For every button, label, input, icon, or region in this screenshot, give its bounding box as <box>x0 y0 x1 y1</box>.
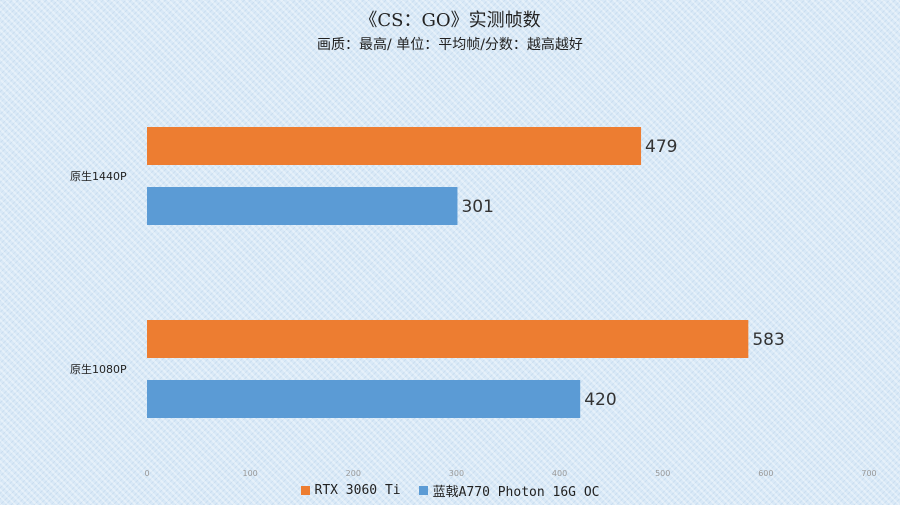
x-tick-label-3: 200 <box>346 469 361 478</box>
legend-label-series-2: 蓝戟A770 Photon 16G OC <box>432 485 600 500</box>
x-tick-label-5: 400 <box>552 469 567 478</box>
x-tick-label-7: 600 <box>758 469 773 478</box>
bar-series-2-category-2 <box>147 380 581 418</box>
category-label-1: 原生1440P <box>70 169 127 183</box>
legend-swatch-series-1 <box>300 486 310 495</box>
data-label-series-1-category-2: 583 <box>752 330 784 350</box>
category-label-2: 原生1080P <box>70 362 127 376</box>
data-label-series-2-category-1: 301 <box>461 197 493 217</box>
legend-item-series-1: RTX 3060 Ti <box>300 481 401 500</box>
legend: RTX 3060 Ti 蓝戟A770 Photon 16G OC <box>0 481 900 500</box>
bar-series-1-category-1 <box>147 127 642 165</box>
data-label-series-1-category-1: 479 <box>645 137 677 157</box>
legend-swatch-series-2 <box>418 486 428 495</box>
bar-series-2-category-1 <box>147 187 458 225</box>
legend-item-series-2: 蓝戟A770 Photon 16G OC <box>418 481 600 500</box>
chart-title: 《CS：GO》实测帧数 <box>359 10 541 31</box>
chart-subtitle: 画质：最高/ 单位：平均帧/分数：越高越好 <box>317 37 583 53</box>
x-tick-label-1: 0 <box>144 469 149 478</box>
data-label-series-2-category-2: 420 <box>584 390 616 410</box>
x-tick-label-6: 500 <box>655 469 670 478</box>
bar-series-1-category-2 <box>147 320 749 358</box>
legend-label-series-1: RTX 3060 Ti <box>314 483 401 498</box>
x-tick-label-4: 300 <box>449 469 464 478</box>
x-tick-label-2: 100 <box>243 469 258 478</box>
x-tick-label-8: 700 <box>861 469 876 478</box>
